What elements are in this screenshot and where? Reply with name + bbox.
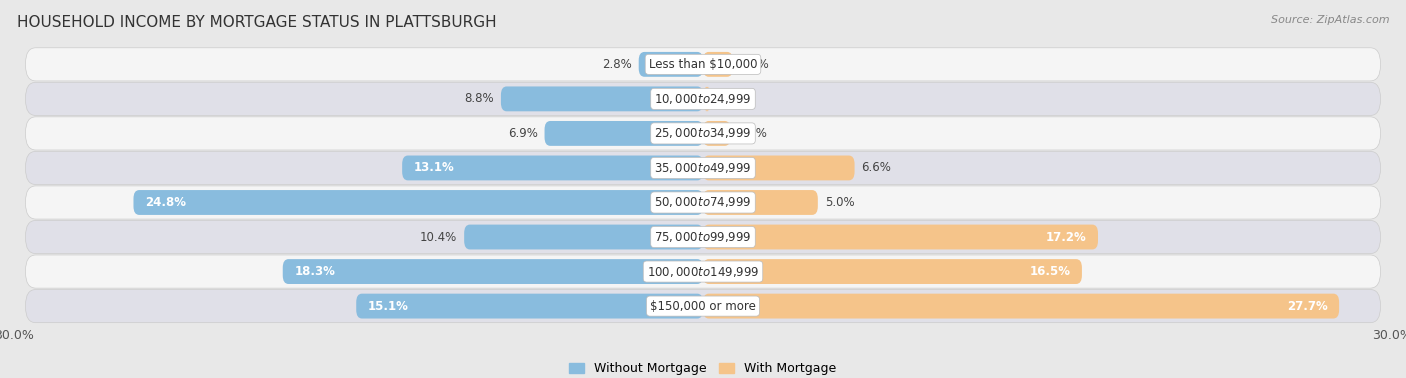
Text: 13.1%: 13.1% xyxy=(413,161,454,175)
Text: HOUSEHOLD INCOME BY MORTGAGE STATUS IN PLATTSBURGH: HOUSEHOLD INCOME BY MORTGAGE STATUS IN P… xyxy=(17,15,496,30)
FancyBboxPatch shape xyxy=(703,225,1098,249)
FancyBboxPatch shape xyxy=(703,121,731,146)
Text: 15.1%: 15.1% xyxy=(368,300,409,313)
Text: 5.0%: 5.0% xyxy=(825,196,855,209)
Text: $25,000 to $34,999: $25,000 to $34,999 xyxy=(654,126,752,140)
Legend: Without Mortgage, With Mortgage: Without Mortgage, With Mortgage xyxy=(564,357,842,378)
FancyBboxPatch shape xyxy=(25,117,1381,150)
FancyBboxPatch shape xyxy=(25,151,1381,184)
Text: 18.3%: 18.3% xyxy=(294,265,335,278)
FancyBboxPatch shape xyxy=(25,290,1381,323)
Text: 10.4%: 10.4% xyxy=(420,231,457,243)
Text: 6.6%: 6.6% xyxy=(862,161,891,175)
FancyBboxPatch shape xyxy=(25,48,1381,81)
Text: 1.2%: 1.2% xyxy=(738,127,768,140)
FancyBboxPatch shape xyxy=(703,155,855,180)
FancyBboxPatch shape xyxy=(464,225,703,249)
Text: Source: ZipAtlas.com: Source: ZipAtlas.com xyxy=(1271,15,1389,25)
FancyBboxPatch shape xyxy=(638,52,703,77)
Text: 24.8%: 24.8% xyxy=(145,196,186,209)
Text: 0.35%: 0.35% xyxy=(718,92,755,105)
FancyBboxPatch shape xyxy=(544,121,703,146)
Text: 6.9%: 6.9% xyxy=(508,127,537,140)
Text: $100,000 to $149,999: $100,000 to $149,999 xyxy=(647,265,759,279)
FancyBboxPatch shape xyxy=(25,255,1381,288)
FancyBboxPatch shape xyxy=(703,190,818,215)
FancyBboxPatch shape xyxy=(25,186,1381,219)
FancyBboxPatch shape xyxy=(703,52,733,77)
FancyBboxPatch shape xyxy=(703,87,711,111)
FancyBboxPatch shape xyxy=(283,259,703,284)
Text: $75,000 to $99,999: $75,000 to $99,999 xyxy=(654,230,752,244)
Text: Less than $10,000: Less than $10,000 xyxy=(648,58,758,71)
Text: $150,000 or more: $150,000 or more xyxy=(650,300,756,313)
FancyBboxPatch shape xyxy=(25,82,1381,115)
Text: $35,000 to $49,999: $35,000 to $49,999 xyxy=(654,161,752,175)
Text: $10,000 to $24,999: $10,000 to $24,999 xyxy=(654,92,752,106)
Text: 8.8%: 8.8% xyxy=(464,92,494,105)
Text: 16.5%: 16.5% xyxy=(1029,265,1070,278)
FancyBboxPatch shape xyxy=(356,294,703,319)
FancyBboxPatch shape xyxy=(402,155,703,180)
Text: 27.7%: 27.7% xyxy=(1286,300,1327,313)
Text: 2.8%: 2.8% xyxy=(602,58,631,71)
Text: 17.2%: 17.2% xyxy=(1046,231,1087,243)
FancyBboxPatch shape xyxy=(501,87,703,111)
FancyBboxPatch shape xyxy=(703,259,1083,284)
FancyBboxPatch shape xyxy=(25,220,1381,254)
FancyBboxPatch shape xyxy=(703,294,1339,319)
FancyBboxPatch shape xyxy=(134,190,703,215)
Text: 1.3%: 1.3% xyxy=(740,58,769,71)
Text: $50,000 to $74,999: $50,000 to $74,999 xyxy=(654,195,752,209)
